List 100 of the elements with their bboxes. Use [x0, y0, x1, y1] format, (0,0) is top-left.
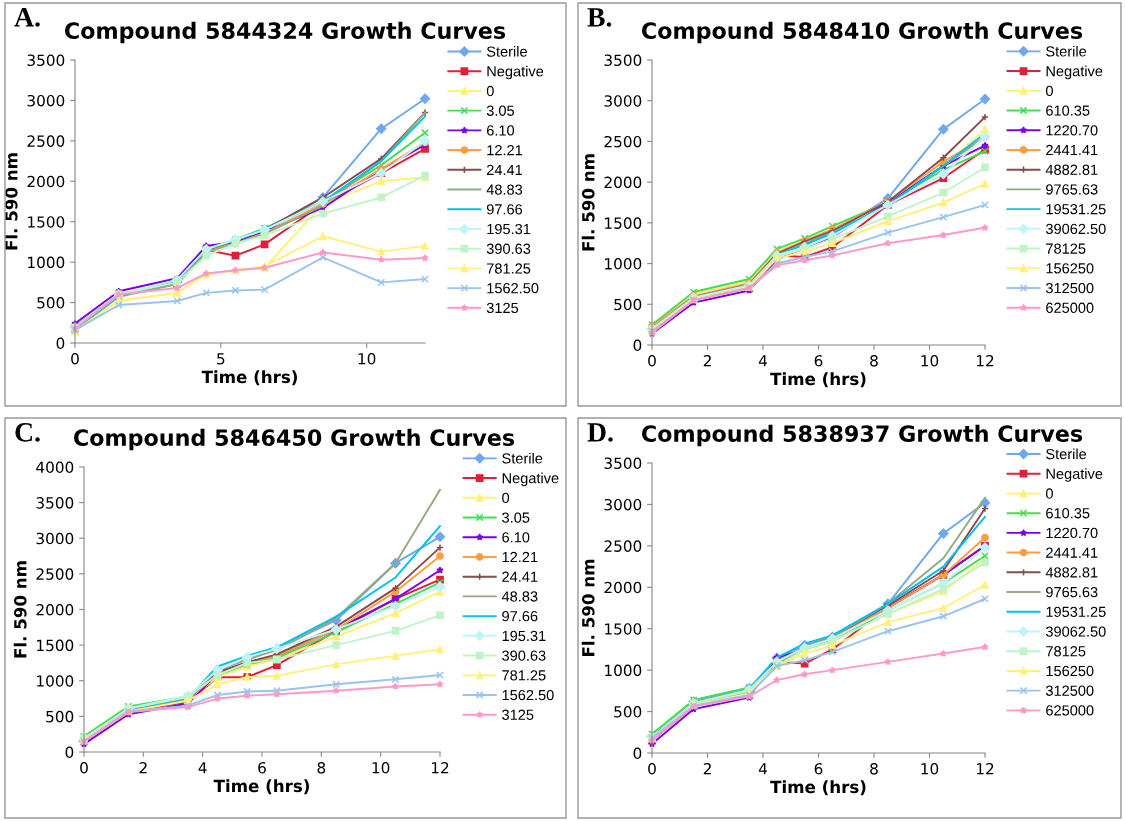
- legend-label: 4882.81: [1045, 164, 1098, 175]
- legend-label: 625000: [1046, 302, 1094, 313]
- legend-label: 0: [486, 85, 494, 97]
- legend-label: 6.10: [486, 125, 515, 136]
- legend-label: Negative: [1046, 468, 1103, 482]
- y-tick-label: 1500: [605, 623, 642, 635]
- x-tick-label: 12: [976, 762, 994, 775]
- x-axis-title: Time (hrs): [213, 779, 309, 795]
- legend-label: 97.66: [486, 204, 523, 215]
- legend-label: 19531.25: [1046, 606, 1106, 617]
- x-tick-label: 4: [758, 763, 767, 775]
- y-tick-label: 2500: [27, 135, 65, 147]
- chart-title: Compound 5844324 Growth Curves: [65, 21, 506, 44]
- legend-label: 39062.50: [1045, 626, 1106, 637]
- legend-label: 1220.70: [1046, 125, 1098, 136]
- text: B.: [587, 8, 612, 27]
- legend-label: 4882.81: [1045, 567, 1098, 578]
- y-tick-label: 0: [633, 339, 642, 352]
- x-tick-label: 4: [198, 762, 207, 774]
- legend-label: Sterile: [1046, 45, 1087, 57]
- chart-title: Compound 5846450 Growth Curves: [74, 428, 515, 451]
- x-tick-label: 12: [976, 354, 994, 367]
- y-tick-label: 3500: [27, 54, 65, 67]
- y-tick-label: 2000: [36, 603, 74, 616]
- y-tick-label: 1000: [605, 664, 642, 677]
- y-tick-label: 3000: [27, 94, 65, 107]
- y-tick-label: 1500: [28, 216, 65, 228]
- x-tick-label: 2: [703, 354, 711, 367]
- legend-label: 610.35: [1046, 105, 1090, 116]
- legend-label: 3125: [502, 709, 534, 720]
- y-tick-label: 500: [37, 297, 65, 309]
- x-tick-label: 2: [139, 761, 147, 774]
- legend-label: Negative: [502, 472, 559, 487]
- legend-label: 1562.50: [502, 689, 554, 701]
- legend-label: 78125: [1046, 243, 1086, 254]
- x-tick-label: 10: [358, 352, 376, 365]
- y-tick-label: 2000: [604, 176, 642, 189]
- legend-label: 0: [1045, 488, 1053, 499]
- legend-label: 0: [502, 492, 510, 504]
- legend-label: 195.31: [502, 630, 546, 642]
- y-axis-title: Fl. 590 nm: [13, 561, 27, 658]
- x-axis-title: Time (hrs): [770, 372, 866, 388]
- y-tick-label: 500: [46, 710, 74, 723]
- legend-label: 9765.63: [1046, 586, 1098, 598]
- y-tick-label: 4000: [36, 461, 74, 474]
- y-tick-label: 1000: [28, 256, 65, 269]
- x-axis-title: Time (hrs): [770, 780, 866, 796]
- legend-label: 1562.50: [487, 283, 539, 294]
- legend-label: 781.25: [487, 263, 531, 274]
- y-tick-label: 1500: [605, 217, 642, 229]
- legend-label: 156250: [1046, 263, 1094, 274]
- x-tick-label: 0: [648, 762, 656, 775]
- legend-label: 2441.41: [1046, 144, 1098, 156]
- legend-label: 3125: [486, 302, 519, 314]
- legend-label: 156250: [1046, 665, 1094, 677]
- x-tick-label: 10: [921, 762, 939, 775]
- x-tick-label: 8: [870, 354, 878, 367]
- y-axis-title: Fl. 590 nm: [581, 559, 595, 656]
- legend-label: 312500: [1045, 282, 1094, 294]
- x-tick-label: 8: [317, 761, 326, 774]
- legend-label: 24.41: [486, 164, 523, 175]
- legend-label: 9765.63: [1046, 184, 1098, 195]
- legend-label: Sterile: [486, 46, 527, 57]
- y-tick-label: 1500: [37, 639, 74, 652]
- legend-label: Sterile: [502, 452, 543, 464]
- y-tick-label: 2500: [36, 568, 74, 580]
- y-tick-label: 0: [65, 746, 74, 759]
- y-tick-label: 2500: [604, 540, 642, 552]
- legend-label: 625000: [1046, 705, 1094, 716]
- legend-label: Sterile: [1046, 448, 1087, 460]
- y-tick-label: 2000: [27, 175, 65, 188]
- y-tick-label: 500: [614, 298, 642, 311]
- legend-label: 48.83: [486, 184, 523, 195]
- legend-label: 12.21: [487, 145, 523, 156]
- x-tick-label: 0: [80, 761, 88, 774]
- legend-label: 39062.50: [1045, 223, 1106, 235]
- legend-label: 781.25: [502, 670, 546, 681]
- legend-label: 0: [1045, 85, 1053, 97]
- legend-label: 48.83: [501, 591, 538, 602]
- y-tick-label: 1000: [37, 675, 74, 687]
- text: A.: [14, 8, 40, 27]
- legend-label: 3.05: [486, 105, 515, 116]
- legend-label: 390.63: [502, 650, 546, 661]
- legend-label: 610.35: [1046, 508, 1090, 519]
- y-tick-label: 3000: [36, 532, 74, 545]
- x-tick-label: 12: [431, 761, 449, 774]
- y-tick-label: 3500: [604, 457, 642, 470]
- y-axis-title: Fl. 590 nm: [581, 154, 595, 251]
- y-tick-label: 3000: [604, 498, 642, 511]
- legend-label: 1220.70: [1046, 527, 1098, 539]
- x-tick-label: 10: [372, 761, 390, 774]
- y-tick-label: 2000: [604, 581, 642, 594]
- y-axis-title: Fl. 590 nm: [4, 153, 18, 250]
- legend-label: 6.10: [502, 532, 530, 543]
- legend-label: Negative: [1046, 65, 1103, 80]
- text: C.: [15, 422, 40, 442]
- chart-title: Compound 5838937 Growth Curves: [642, 424, 1083, 447]
- legend-label: 3.05: [502, 512, 530, 523]
- x-tick-label: 8: [870, 762, 878, 775]
- text: D.: [587, 423, 613, 442]
